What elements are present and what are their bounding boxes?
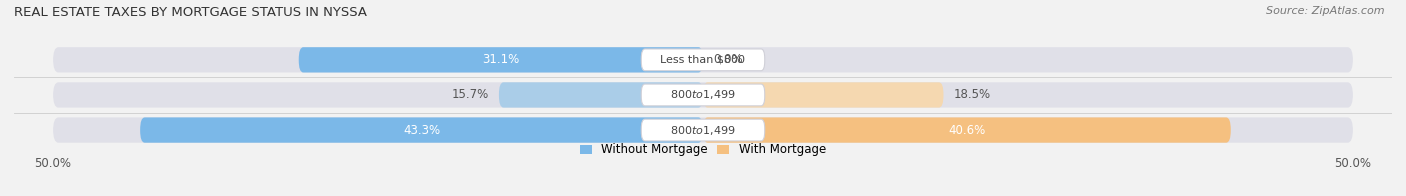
Text: Source: ZipAtlas.com: Source: ZipAtlas.com [1267, 6, 1385, 16]
FancyBboxPatch shape [703, 82, 943, 108]
FancyBboxPatch shape [641, 49, 765, 71]
Legend: Without Mortgage, With Mortgage: Without Mortgage, With Mortgage [581, 143, 825, 156]
Text: 40.6%: 40.6% [948, 123, 986, 137]
FancyBboxPatch shape [641, 84, 765, 106]
Text: Less than $800: Less than $800 [661, 55, 745, 65]
Text: 18.5%: 18.5% [953, 88, 991, 102]
Text: 43.3%: 43.3% [404, 123, 440, 137]
Text: $800 to $1,499: $800 to $1,499 [671, 123, 735, 137]
FancyBboxPatch shape [298, 47, 703, 73]
Text: 15.7%: 15.7% [451, 88, 488, 102]
FancyBboxPatch shape [141, 117, 703, 143]
FancyBboxPatch shape [53, 47, 1353, 73]
Text: 31.1%: 31.1% [482, 53, 519, 66]
FancyBboxPatch shape [703, 117, 1230, 143]
FancyBboxPatch shape [641, 119, 765, 141]
FancyBboxPatch shape [53, 117, 1353, 143]
Text: REAL ESTATE TAXES BY MORTGAGE STATUS IN NYSSA: REAL ESTATE TAXES BY MORTGAGE STATUS IN … [14, 6, 367, 19]
Text: 0.0%: 0.0% [713, 53, 742, 66]
Text: $800 to $1,499: $800 to $1,499 [671, 88, 735, 102]
FancyBboxPatch shape [53, 82, 1353, 108]
FancyBboxPatch shape [499, 82, 703, 108]
